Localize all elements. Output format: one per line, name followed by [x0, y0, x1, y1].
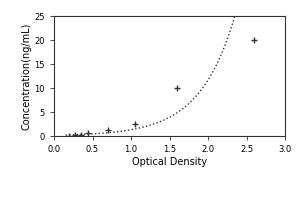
X-axis label: Optical Density: Optical Density — [132, 157, 207, 167]
Y-axis label: Concentration(ng/mL): Concentration(ng/mL) — [22, 22, 32, 130]
